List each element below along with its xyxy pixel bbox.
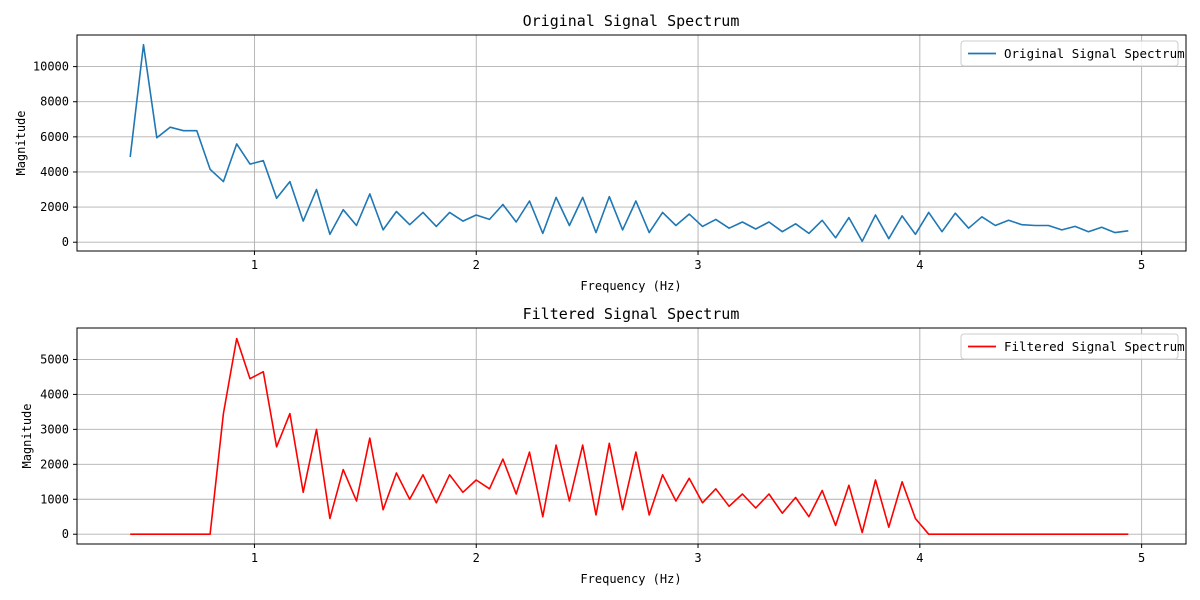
x-tick-label: 4 — [916, 551, 923, 565]
x-tick-label: 1 — [251, 551, 258, 565]
plot-frame — [76, 34, 1187, 252]
chart-title: Filtered Signal Spectrum — [523, 305, 740, 323]
x-tick-label: 4 — [916, 258, 923, 272]
y-tick-label: 5000 — [40, 352, 69, 366]
x-tick-label: 3 — [694, 258, 701, 272]
x-tick-label: 2 — [473, 551, 480, 565]
legend: Filtered Signal Spectrum — [960, 333, 1185, 360]
x-axis-label: Frequency (Hz) — [580, 279, 681, 293]
plot-frame — [76, 327, 1187, 545]
legend-label: Original Signal Spectrum — [1004, 46, 1185, 61]
chart-panel-filtered: Filtered Signal Spectrum Frequency (Hz) … — [20, 305, 1187, 586]
series-line — [130, 337, 1129, 536]
x-tick-label: 2 — [473, 258, 480, 272]
y-axis-label: Magnitude — [14, 110, 28, 175]
legend-label: Filtered Signal Spectrum — [1004, 339, 1185, 354]
legend-box — [960, 40, 1179, 67]
y-tick-label: 6000 — [40, 130, 69, 144]
y-tick-label: 2000 — [40, 457, 69, 471]
chart-panel-original: Original Signal Spectrum Frequency (Hz) … — [14, 12, 1187, 293]
y-tick-label: 2000 — [40, 200, 69, 214]
y-axis-label: Magnitude — [20, 403, 34, 468]
legend: Original Signal Spectrum — [960, 40, 1185, 67]
y-tick-label: 8000 — [40, 95, 69, 109]
y-tick-label: 1000 — [40, 492, 69, 506]
y-tick-label: 0 — [62, 235, 69, 249]
legend-box — [960, 333, 1179, 360]
chart-title: Original Signal Spectrum — [523, 12, 740, 30]
y-tick-label: 4000 — [40, 387, 69, 401]
y-tick-label: 0 — [62, 527, 69, 541]
x-axis-label: Frequency (Hz) — [580, 572, 681, 586]
x-tick-label: 1 — [251, 258, 258, 272]
x-tick-label: 3 — [694, 551, 701, 565]
y-tick-label: 4000 — [40, 165, 69, 179]
x-tick-label: 5 — [1138, 258, 1145, 272]
x-tick-label: 5 — [1138, 551, 1145, 565]
y-tick-label: 10000 — [33, 60, 69, 74]
series-line — [129, 43, 1129, 243]
y-tick-label: 3000 — [40, 422, 69, 436]
